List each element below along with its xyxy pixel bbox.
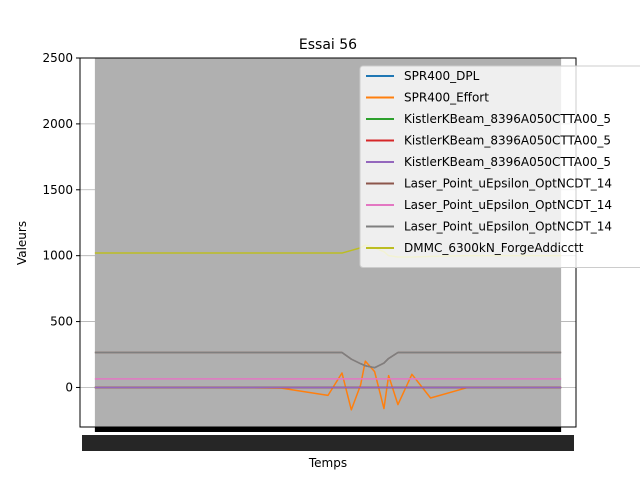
y-tick-label-0: 0	[65, 380, 73, 394]
y-tick-label-5: 2500	[42, 51, 73, 65]
legend-box	[359, 65, 640, 268]
legend-label-7: Laser_Point_uEpsilon_OptNCDT_14	[404, 220, 612, 234]
x-tick-labels-overlap	[82, 435, 574, 451]
legend-label-4: KistlerKBeam_8396A050CTTA00_5	[404, 155, 611, 169]
y-axis-label: Valeurs	[15, 221, 29, 265]
y-tick-label-2: 1000	[42, 249, 73, 263]
x-axis-label: Temps	[308, 456, 347, 470]
legend-label-1: SPR400_Effort	[404, 91, 489, 105]
legend: SPR400_DPL SPR400_Effort KistlerKBeam_8396…	[359, 65, 640, 268]
y-tick-label-3: 1500	[42, 183, 73, 197]
legend-label-3: KistlerKBeam_8396A050CTTA00_5	[404, 134, 611, 148]
legend-label-6: Laser_Point_uEpsilon_OptNCDT_14	[404, 198, 612, 212]
legend-label-8: DMMC_6300kN_ForgeAddicctt	[404, 241, 584, 255]
y-tick-label-4: 2000	[42, 117, 73, 131]
y-tick-label-1: 500	[50, 315, 73, 329]
series-line-7	[94, 351, 562, 369]
legend-label-2: KistlerKBeam_8396A050CTTA00_5	[404, 112, 611, 126]
legend-label-5: Laser_Point_uEpsilon_OptNCDT_14	[404, 177, 612, 191]
x-tick-band	[94, 427, 562, 432]
chart-title: Essai 56	[299, 37, 357, 53]
legend-label-0: SPR400_DPL	[404, 69, 480, 83]
